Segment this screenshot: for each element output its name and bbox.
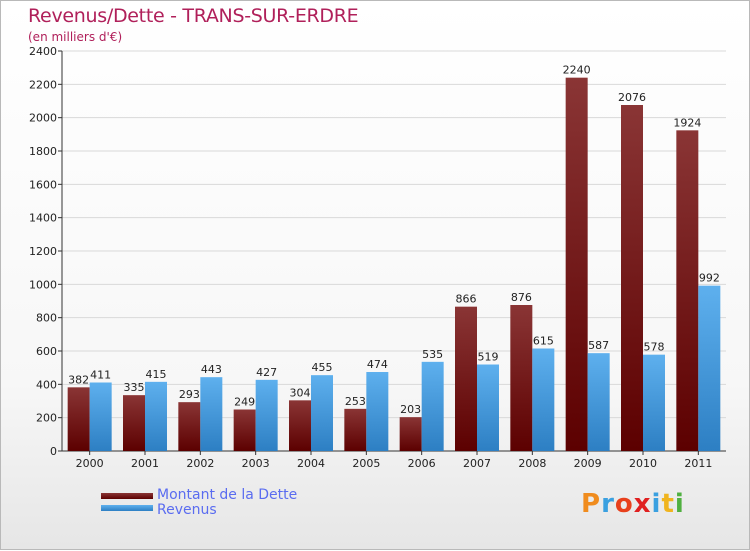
x-tick-label: 2007 — [463, 457, 491, 470]
data-label-revenus: 411 — [90, 369, 111, 382]
logo-letter: P — [581, 489, 602, 519]
bar-dette-2007 — [455, 306, 477, 451]
bar-revenus-2009 — [587, 353, 610, 451]
data-label-revenus: 519 — [478, 351, 499, 364]
logo-letter: t — [661, 489, 675, 519]
x-tick-label: 2006 — [408, 457, 436, 470]
bar-dette-2005 — [344, 408, 367, 451]
data-label-dette: 2240 — [563, 64, 591, 77]
x-tick-label: 2000 — [76, 457, 104, 470]
bar-revenus-2000 — [89, 382, 112, 451]
bar-revenus-2001 — [145, 381, 167, 451]
y-tick-label: 1200 — [29, 245, 57, 258]
bar-revenus-2006 — [421, 361, 444, 451]
data-label-revenus: 615 — [533, 335, 554, 348]
data-label-dette: 866 — [456, 293, 477, 306]
data-label-dette: 293 — [179, 388, 200, 401]
bar-dette-2002 — [178, 402, 201, 451]
bar-revenus-2004 — [311, 375, 333, 451]
y-tick-label: 200 — [36, 412, 57, 425]
bar-revenus-2003 — [255, 379, 278, 451]
bar-dette-2000 — [67, 387, 90, 451]
y-tick-label: 0 — [50, 445, 57, 458]
data-label-revenus: 455 — [312, 361, 333, 374]
logo-letter: i — [651, 489, 662, 519]
x-tick-label: 2002 — [186, 457, 214, 470]
x-tick-label: 2009 — [574, 457, 602, 470]
legend-label-dette: Montant de la Dette — [157, 487, 298, 503]
y-tick-label: 400 — [36, 378, 57, 391]
data-label-revenus: 415 — [146, 368, 167, 381]
logo-letter: x — [633, 489, 652, 519]
y-tick-label: 2200 — [29, 78, 57, 91]
data-label-dette: 203 — [400, 403, 421, 416]
data-label-revenus: 587 — [588, 339, 609, 352]
data-label-dette: 1924 — [673, 116, 701, 129]
bar-dette-2001 — [123, 395, 145, 451]
chart-subtitle: (en milliers d'€) — [28, 30, 123, 44]
data-label-dette: 2076 — [618, 91, 646, 104]
legend-swatch-dette — [101, 493, 153, 499]
data-label-dette: 249 — [234, 396, 255, 409]
data-label-revenus: 474 — [367, 358, 388, 371]
axes: 0 200 400 600 800 1000 1200 1400 1600 1800 2000 220… — [29, 45, 726, 470]
y-tick-label: 1000 — [29, 278, 57, 291]
data-label-dette: 253 — [345, 395, 366, 408]
x-tick-label: 2005 — [352, 457, 380, 470]
x-tick-label: 2011 — [684, 457, 712, 470]
logo-letter: r — [601, 489, 615, 519]
bar-dette-2004 — [289, 400, 311, 451]
data-label-revenus: 427 — [256, 366, 277, 379]
y-tick-label: 1400 — [29, 212, 57, 225]
x-tick-label: 2008 — [518, 457, 546, 470]
x-tick-label: 2003 — [242, 457, 270, 470]
y-tick-label: 2000 — [29, 112, 57, 125]
bars — [67, 77, 721, 452]
y-tick-label: 2400 — [29, 45, 57, 58]
grid-lines — [62, 50, 726, 452]
bar-revenus-2007 — [477, 364, 499, 451]
bar-dette-2006 — [399, 417, 422, 451]
logo-letter: o — [614, 489, 634, 519]
bar-dette-2008 — [510, 305, 533, 451]
data-label-revenus: 535 — [422, 348, 443, 361]
data-label-revenus: 443 — [201, 363, 222, 376]
chart-title: Revenus/Dette - TRANS-SUR-ERDRE — [28, 5, 359, 27]
bar-dette-2011 — [676, 130, 699, 452]
legend-swatch-revenus — [101, 505, 153, 511]
y-tick-label: 1600 — [29, 178, 57, 191]
bar-revenus-2008 — [532, 348, 555, 451]
data-label-dette: 382 — [68, 373, 89, 386]
x-tick-label: 2010 — [629, 457, 657, 470]
y-tick-label: 600 — [36, 345, 57, 358]
data-label-dette: 304 — [290, 386, 311, 399]
proxiti-logo: Proxiti — [581, 489, 685, 519]
bar-dette-2010 — [621, 105, 643, 451]
x-tick-label: 2004 — [297, 457, 325, 470]
logo-letter: i — [674, 489, 685, 519]
bar-dette-2009 — [565, 77, 588, 452]
x-tick-label: 2001 — [131, 457, 159, 470]
data-label-revenus: 992 — [699, 272, 720, 285]
data-label-dette: 335 — [124, 381, 145, 394]
legend-label-revenus: Revenus — [157, 502, 217, 518]
data-label-dette: 876 — [511, 291, 532, 304]
bar-revenus-2005 — [366, 372, 389, 451]
data-label-revenus: 578 — [644, 341, 665, 354]
bar-revenus-2011 — [698, 285, 721, 451]
bar-revenus-2010 — [643, 354, 665, 451]
y-tick-label: 1800 — [29, 145, 57, 158]
bar-revenus-2002 — [200, 377, 223, 451]
bar-dette-2003 — [233, 409, 256, 451]
y-tick-label: 800 — [36, 312, 57, 325]
